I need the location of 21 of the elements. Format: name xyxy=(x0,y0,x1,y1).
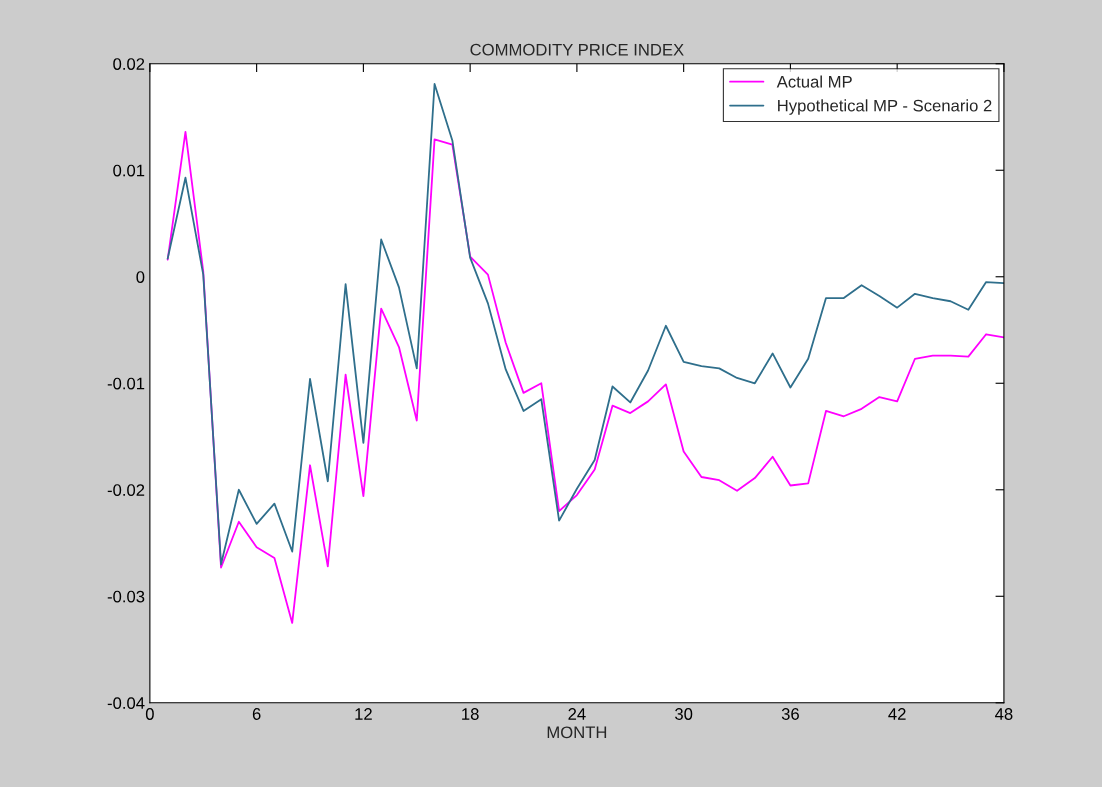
x-tick-label: 18 xyxy=(462,708,479,720)
y-tick-label: 0.01 xyxy=(113,164,145,177)
y-tick-label: -0.01 xyxy=(107,377,145,390)
legend-label: Hypothetical MP - Scenario 2 xyxy=(778,99,992,115)
legend-label: Actual MP xyxy=(776,75,852,88)
y-tick-label: 0.02 xyxy=(113,58,145,70)
x-axis-title: MONTH xyxy=(547,726,607,739)
chart-title: COMMODITY PRICE INDEX xyxy=(470,43,684,56)
y-tick-label: 0 xyxy=(136,271,145,283)
x-tick-label: 0 xyxy=(145,708,154,720)
y-tick-label: -0.03 xyxy=(107,590,145,603)
line-series xyxy=(166,131,1004,624)
x-tick-label: 30 xyxy=(675,708,693,720)
x-tick-label: 36 xyxy=(781,708,799,720)
y-tick-label: -0.04 xyxy=(107,697,145,709)
x-tick-label: 42 xyxy=(888,708,906,720)
x-tick-label: 24 xyxy=(568,708,586,720)
x-tick-label: 48 xyxy=(995,708,1013,720)
y-tick-label: -0.02 xyxy=(107,484,145,496)
x-tick-label: 6 xyxy=(252,708,261,720)
x-tick-label: 12 xyxy=(355,708,372,720)
